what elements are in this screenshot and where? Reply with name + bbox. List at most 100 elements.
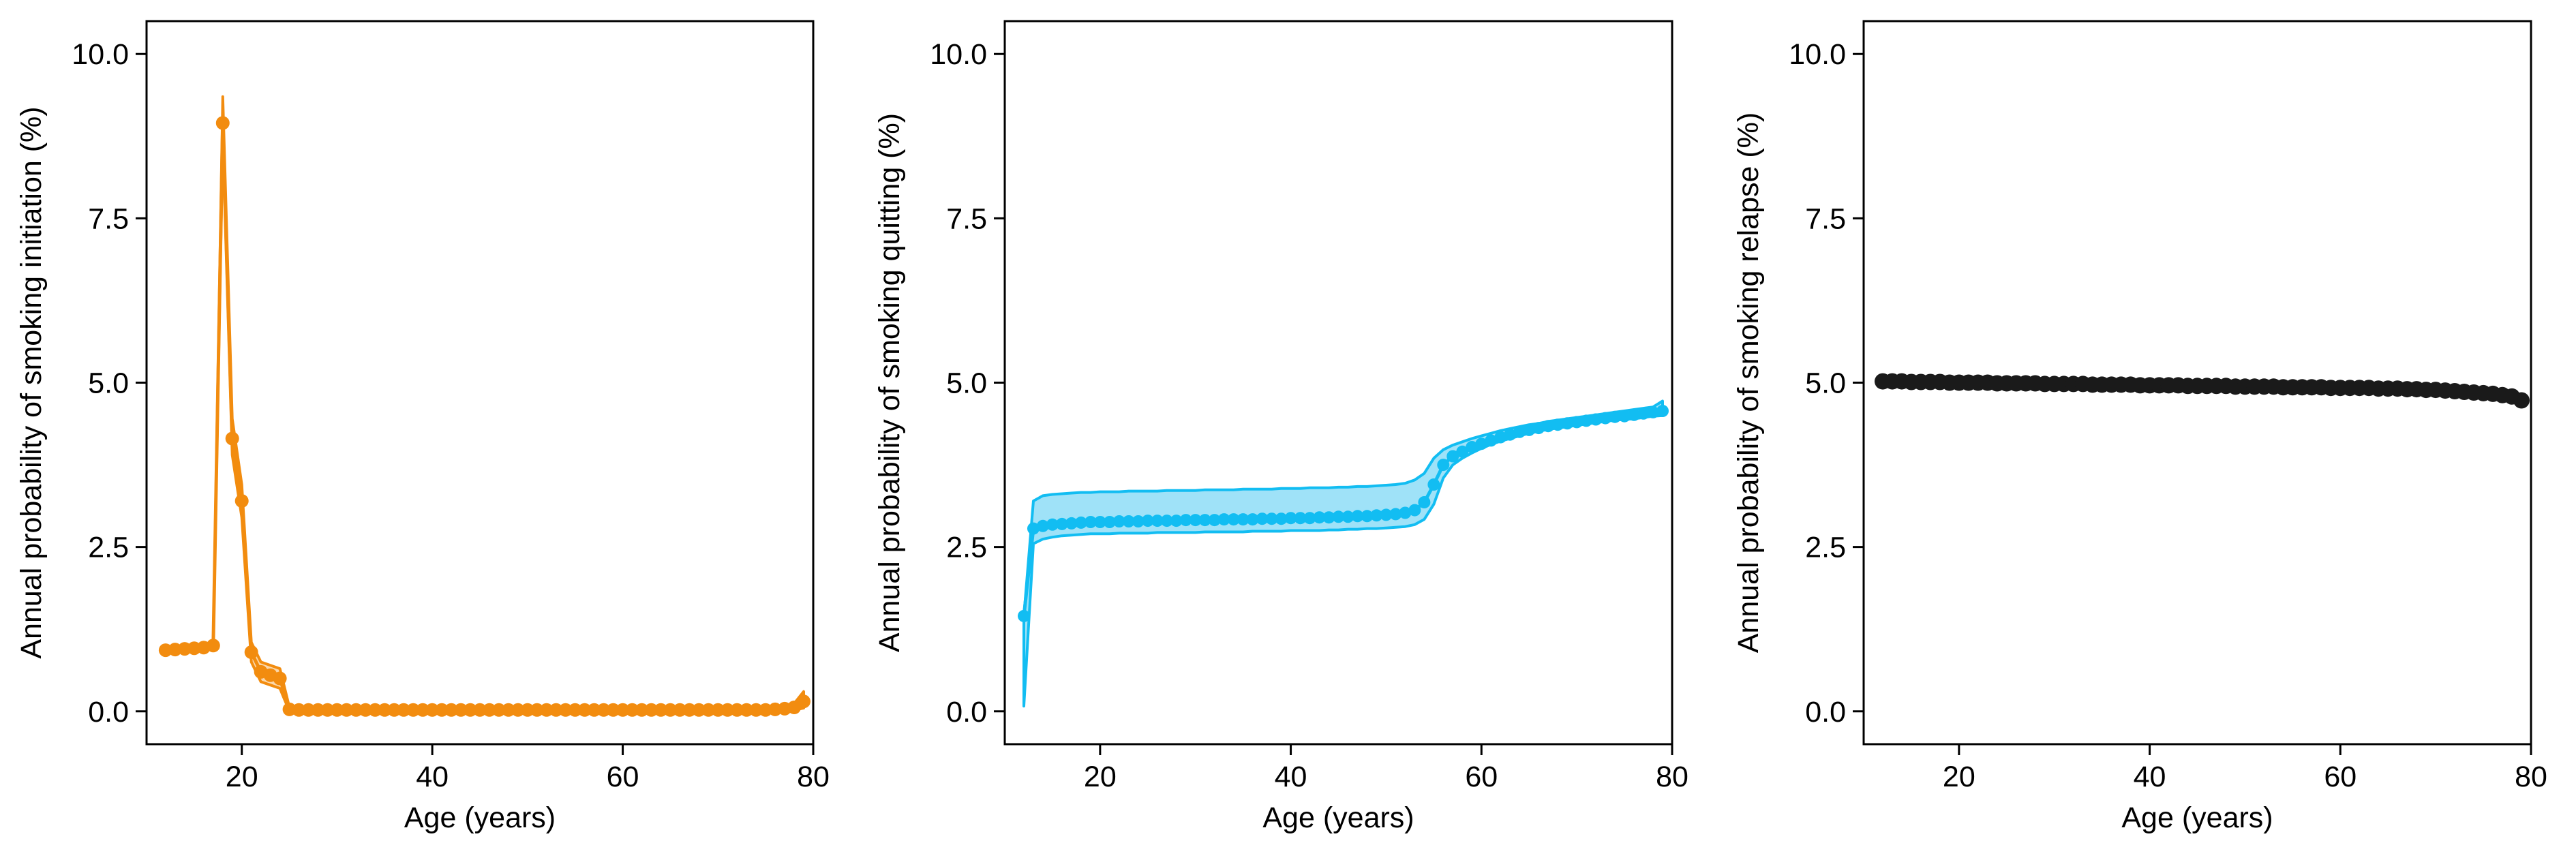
relapse-y-tick-label: 0.0 xyxy=(1805,696,1846,729)
quitting-series-0-point xyxy=(1027,522,1040,535)
initiation-series-0-point xyxy=(644,703,658,717)
initiation-series-0-point xyxy=(749,703,763,717)
initiation-series-0-point xyxy=(558,703,573,717)
initiation-series-0-point xyxy=(368,703,382,717)
initiation-series-0-point xyxy=(616,703,630,717)
initiation-series-0-point xyxy=(339,703,354,717)
initiation-series-0-point xyxy=(244,645,258,659)
quitting-series-0-point xyxy=(1103,516,1116,528)
initiation-y-tick-label: 7.5 xyxy=(88,202,129,235)
panel-relapse: 0.0 2.5 5.0 7.5 10.0 20 40 60 80 Age (years) Ann… xyxy=(1732,20,2547,834)
initiation-series-0-point xyxy=(520,703,534,717)
initiation-series-0-point xyxy=(673,703,687,717)
relapse-y-tick-label: 5.0 xyxy=(1805,367,1846,400)
quitting-y-tick-label: 5.0 xyxy=(946,367,987,400)
quitting-series-0-point xyxy=(1618,410,1631,423)
quitting-series-0-point xyxy=(1656,405,1669,417)
y-axis-title-initiation: Annual probability of smoking initiation… xyxy=(15,106,48,658)
initiation-series-0-point xyxy=(444,703,459,717)
initiation-series-0-point xyxy=(311,703,325,717)
quitting-series-0-point xyxy=(1332,510,1345,523)
quitting-series-0-point xyxy=(1237,513,1249,526)
quitting-series-0-point xyxy=(1389,508,1402,521)
quitting-series-0-point xyxy=(1475,438,1488,450)
quitting-series-0-point xyxy=(1427,478,1440,491)
quitting-series-0-point xyxy=(1294,512,1307,525)
relapse-x-tick-label: 20 xyxy=(1943,761,1975,793)
initiation-series-0-point xyxy=(397,703,411,717)
initiation-series-0-point xyxy=(711,703,725,717)
quitting-y-tick-label: 7.5 xyxy=(946,202,987,235)
quitting-series-0-point xyxy=(1628,408,1641,421)
quitting-series-0-point xyxy=(1198,514,1211,527)
quitting-series-0-point xyxy=(1351,510,1364,523)
initiation-x-tick-label: 40 xyxy=(416,761,449,793)
initiation-series-0-point xyxy=(635,703,649,717)
x-axis-title-quitting: Age (years) xyxy=(1262,801,1414,834)
quitting-series-0-point xyxy=(1532,422,1545,435)
quitting-series-0-point xyxy=(1513,425,1526,438)
initiation-series-0-point xyxy=(549,703,563,717)
initiation-series-0-point xyxy=(721,703,735,717)
initiation-series-0-point xyxy=(215,116,230,130)
quitting-series-0-point xyxy=(1074,516,1087,529)
initiation-x-tick-label: 20 xyxy=(226,761,258,793)
y-axis-title-relapse: Annual probability of smoking relapse (%… xyxy=(1732,112,1765,654)
quitting-x-tick-label: 60 xyxy=(1465,761,1498,793)
quitting-series-0-point xyxy=(1466,441,1479,453)
quitting-series-0-point xyxy=(1456,445,1469,458)
quitting-series-0-point xyxy=(1189,514,1202,527)
quitting-series-0-point xyxy=(1599,412,1612,425)
quitting-series-0-point xyxy=(1609,410,1622,423)
quitting-series-0-point xyxy=(1504,428,1517,441)
panel-quitting: 0.0 2.5 5.0 7.5 10.0 20 40 60 80 Age (years) Ann… xyxy=(873,20,1688,834)
initiation-y-tick-label: 10.0 xyxy=(72,38,129,71)
quitting-series-0-point xyxy=(1647,405,1659,418)
initiation-series-0-point xyxy=(625,703,639,717)
x-axis-title-initiation: Age (years) xyxy=(404,801,556,834)
initiation-x-tick-label: 60 xyxy=(607,761,639,793)
initiation-series-0-point xyxy=(682,703,697,717)
quitting-series-0-point xyxy=(1112,515,1125,527)
quitting-series-0-point xyxy=(1342,510,1354,523)
plot-area-relapse: 0.0 2.5 5.0 7.5 10.0 20 40 60 80 xyxy=(1789,20,2547,793)
initiation-series-0-point xyxy=(797,694,810,709)
quitting-series-0-point xyxy=(1399,506,1412,519)
initiation-y-tick-label: 0.0 xyxy=(88,696,129,729)
quitting-series-0-point xyxy=(1265,512,1278,525)
quitting-series-0-point xyxy=(1122,515,1135,527)
relapse-x-tick-label: 60 xyxy=(2324,761,2357,793)
quitting-x-tick-label: 20 xyxy=(1084,761,1117,793)
relapse-x-tick-label: 40 xyxy=(2134,761,2166,793)
quitting-series-0-point xyxy=(1018,609,1030,622)
x-axis-title-relapse: Age (years) xyxy=(2121,801,2273,834)
initiation-series-0-point xyxy=(292,703,306,717)
quitting-series-0-point xyxy=(1551,418,1564,431)
initiation-series-0-point xyxy=(606,703,620,717)
quitting-series-0-point xyxy=(1542,420,1555,433)
initiation-series-0-point xyxy=(596,703,611,717)
y-axis-title-quitting: Annual probability of smoking quitting (… xyxy=(873,113,906,652)
initiation-series-0-point xyxy=(483,703,496,717)
quitting-y-tick-label: 0.0 xyxy=(946,696,987,729)
quitting-series-0-point xyxy=(1160,515,1173,527)
quitting-y-tick-label: 2.5 xyxy=(946,532,987,564)
initiation-series-0-point xyxy=(730,703,744,717)
quitting-series-0-point xyxy=(1151,515,1164,527)
quitting-series-0-point xyxy=(1084,516,1097,528)
quitting-series-0-point xyxy=(1170,515,1183,527)
initiation-y-tick-label: 5.0 xyxy=(88,367,129,400)
quitting-series-0-point xyxy=(1093,516,1106,528)
initiation-series-0-point xyxy=(387,703,401,717)
quitting-series-0-point xyxy=(1046,518,1059,531)
initiation-series-0-point xyxy=(225,431,239,446)
initiation-series-0-point xyxy=(416,703,430,717)
quitting-series-0-point xyxy=(1313,511,1326,524)
quitting-series-0-point xyxy=(1523,423,1536,436)
initiation-series-0-point xyxy=(587,703,601,717)
quitting-x-tick-label: 80 xyxy=(1656,761,1688,793)
initiation-series-0-point xyxy=(320,703,335,717)
initiation-series-0-point xyxy=(406,703,421,717)
